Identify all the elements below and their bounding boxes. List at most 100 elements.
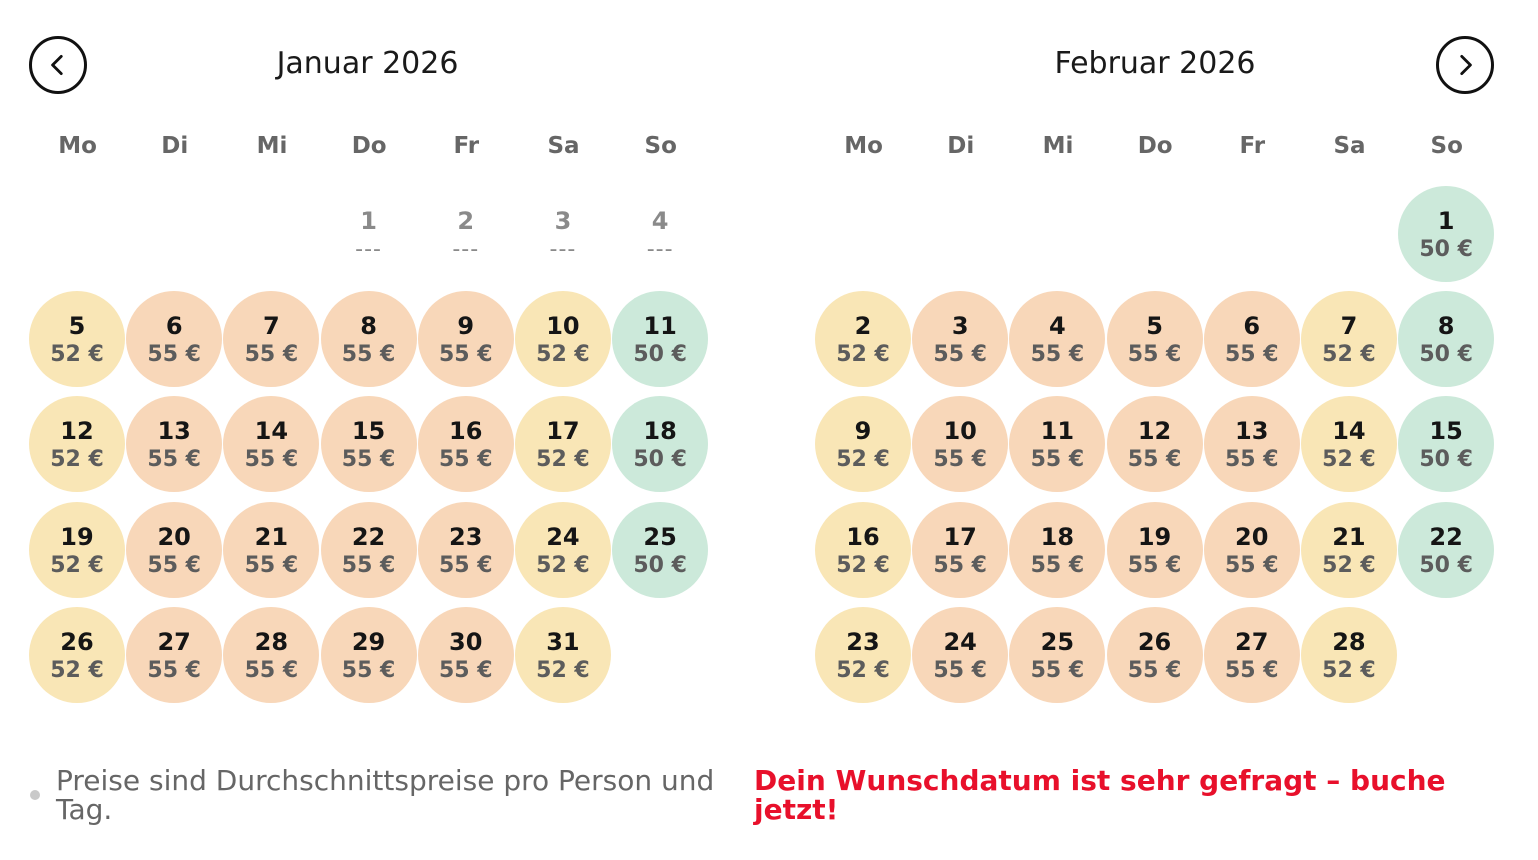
day-cell[interactable]: 14 52 € [1300,396,1397,493]
day-cell[interactable]: 25 50 € [612,501,709,598]
day-cell[interactable]: 11 55 € [1009,396,1106,493]
day-cell-unavailable: 1 --- [321,186,417,282]
day-price: 50 € [633,342,687,368]
weekday-label: Mo [58,133,97,159]
day-number: 26 [60,627,94,656]
day-price: 50 € [1419,552,1473,578]
day-price: 55 € [147,342,201,368]
day-cell[interactable]: 14 55 € [223,396,320,493]
day-cell[interactable]: 5 55 € [1106,291,1203,388]
day-number: 6 [165,312,183,341]
day-cell[interactable]: 28 52 € [1300,606,1397,703]
day-cell[interactable]: 9 55 € [417,291,514,388]
day-number: 5 [68,312,86,341]
weekday-header: Mo Di Mi Do Fr Sa So [815,133,1495,159]
day-cell[interactable]: 7 55 € [223,291,320,388]
day-number: 25 [643,522,677,551]
day-number: 21 [254,522,289,551]
day-number: 8 [360,312,377,341]
day-cell[interactable]: 11 50 € [612,291,709,388]
day-cell[interactable]: 25 55 € [1009,606,1106,703]
day-cell[interactable]: 16 55 € [417,396,514,493]
day-price: 55 € [1224,552,1279,578]
day-cell[interactable]: 30 55 € [417,606,514,703]
day-cell[interactable]: 7 52 € [1300,291,1397,388]
day-cell[interactable]: 5 52 € [29,291,125,388]
day-cell[interactable]: 27 55 € [126,606,223,703]
day-cell[interactable]: 12 52 € [29,396,125,493]
day-cell[interactable]: 24 52 € [514,501,611,598]
day-cell[interactable]: 2 52 € [815,291,911,388]
day-cell[interactable]: 29 55 € [320,606,417,703]
day-cell[interactable]: 13 55 € [126,396,223,493]
day-price: 55 € [933,657,987,683]
day-cell[interactable]: 16 52 € [815,501,911,598]
day-number: 14 [254,417,289,446]
day-cell[interactable]: 8 50 € [1398,291,1495,388]
day-price: --- [646,237,674,262]
day-cell[interactable]: 1 50 € [1398,186,1495,282]
day-grid: 1 --- 2 --- 3 --- 4 --- 5 52 €6 55 €7 55 €8 55 €9 55 … [29,186,709,712]
day-cell[interactable]: 27 55 € [1203,606,1300,703]
day-cell[interactable]: 20 55 € [1203,501,1300,598]
day-cell[interactable]: 26 55 € [1106,606,1203,703]
day-cell[interactable]: 28 55 € [223,606,320,703]
day-price: 55 € [933,447,987,473]
day-cell[interactable]: 10 52 € [514,291,611,388]
weekday-label: Fr [453,133,480,159]
day-cell[interactable]: 23 55 € [417,501,514,598]
day-cell[interactable]: 18 55 € [1009,501,1106,598]
day-cell[interactable]: 23 52 € [815,606,911,703]
day-cell[interactable]: 21 55 € [223,501,320,598]
day-price: 52 € [1322,342,1376,368]
day-cell[interactable]: 9 52 € [815,396,911,493]
day-price: 52 € [536,552,590,578]
day-number: 9 [854,417,872,446]
day-cell[interactable]: 6 55 € [126,291,223,388]
day-cell[interactable]: 22 50 € [1398,501,1495,598]
next-month-button[interactable] [1436,36,1494,94]
prev-month-button[interactable] [29,36,87,94]
day-price: 52 € [1322,657,1376,683]
day-cell[interactable]: 10 55 € [912,396,1009,493]
day-price: 55 € [1030,447,1085,473]
day-cell[interactable]: 15 55 € [320,396,417,493]
day-price: 55 € [1224,657,1279,683]
weekday-label: Do [1137,133,1173,159]
day-cell[interactable]: 8 55 € [320,291,417,388]
day-cell[interactable]: 4 55 € [1009,291,1106,388]
day-price: 52 € [50,657,104,683]
day-number: 26 [1137,627,1172,656]
day-price: 55 € [438,552,493,578]
day-price: 55 € [341,657,396,683]
day-cell[interactable]: 13 55 € [1203,396,1300,493]
day-price: 52 € [836,552,890,578]
day-cell[interactable]: 17 52 € [514,396,611,493]
day-cell[interactable]: 19 52 € [29,501,125,598]
day-cell[interactable]: 18 50 € [612,396,709,493]
day-cell[interactable]: 24 55 € [912,606,1009,703]
day-cell[interactable]: 12 55 € [1106,396,1203,493]
day-cell[interactable]: 19 55 € [1106,501,1203,598]
day-price: 55 € [147,552,201,578]
day-price: 52 € [50,552,104,578]
empty-cell [1009,186,1105,282]
day-cell[interactable]: 26 52 € [29,606,125,703]
day-cell[interactable]: 3 55 € [912,291,1009,388]
day-cell[interactable]: 15 50 € [1398,396,1495,493]
day-number: 1 [360,207,377,235]
day-cell[interactable]: 31 52 € [514,606,611,703]
day-cell[interactable]: 20 55 € [126,501,223,598]
day-price: 55 € [244,552,299,578]
weekday-label: Sa [547,133,580,159]
day-number: 29 [351,627,386,656]
day-number: 24 [943,627,977,656]
day-price: 55 € [1030,342,1085,368]
day-price: 52 € [536,657,590,683]
day-number: 2 [457,207,475,235]
day-cell[interactable]: 6 55 € [1203,291,1300,388]
day-cell[interactable]: 17 55 € [912,501,1009,598]
weekday-label: Mi [256,133,288,159]
day-cell[interactable]: 21 52 € [1300,501,1397,598]
day-cell[interactable]: 22 55 € [320,501,417,598]
